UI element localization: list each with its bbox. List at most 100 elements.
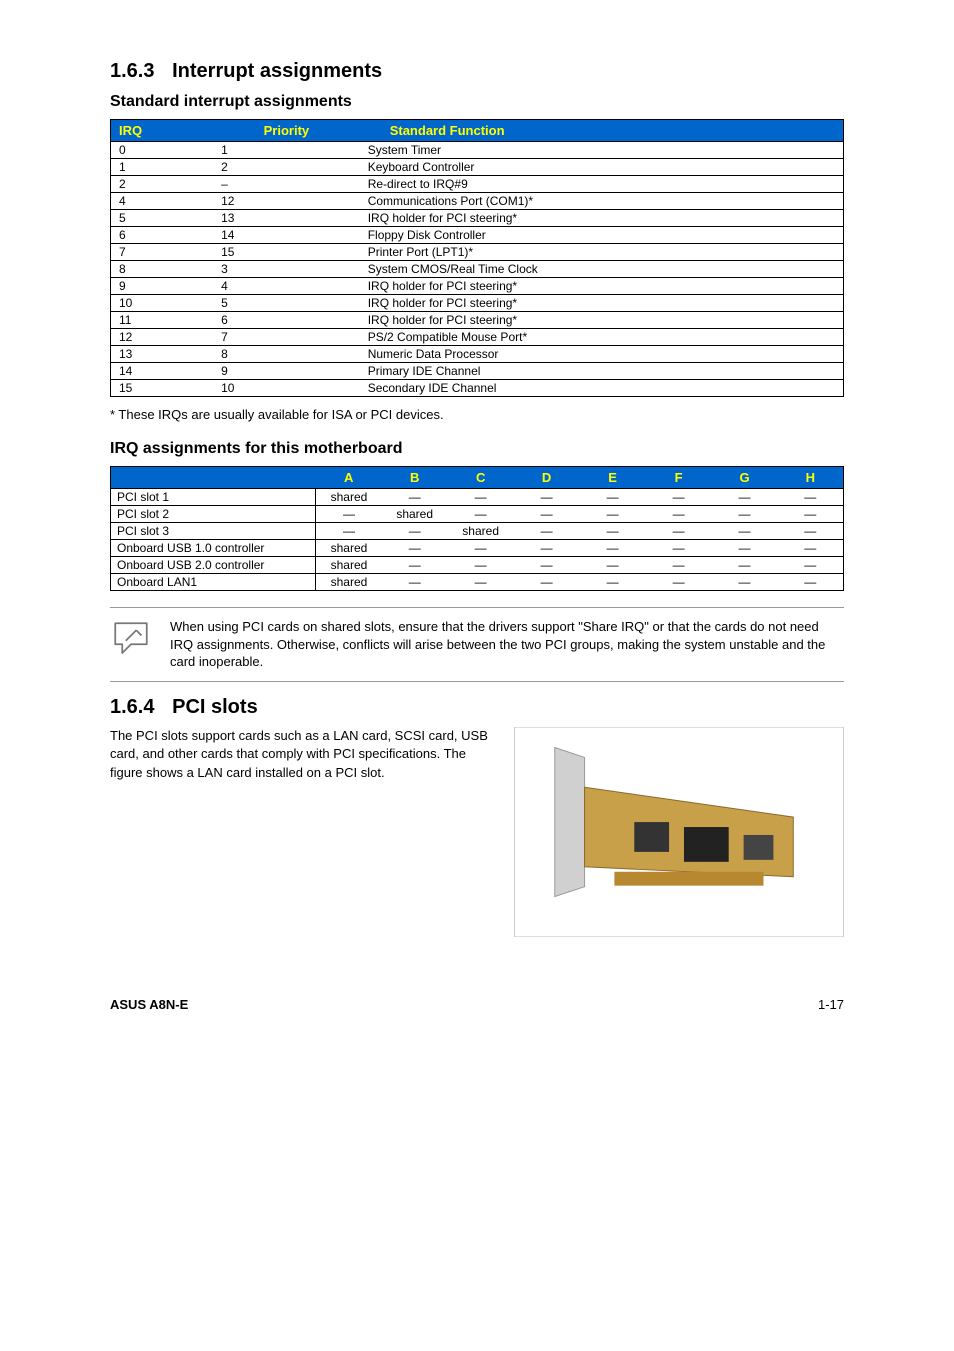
table-header-cell: G (712, 467, 778, 489)
table-cell: 4 (111, 193, 214, 210)
table-row: 83System CMOS/Real Time Clock (111, 261, 844, 278)
table-cell: — (448, 574, 514, 591)
table-row: 127PS/2 Compatible Mouse Port* (111, 329, 844, 346)
footer-page-num: 1-17 (818, 997, 844, 1012)
table-cell: — (778, 557, 844, 574)
table-cell: — (514, 523, 580, 540)
table-cell: 13 (111, 346, 214, 363)
table-cell: 1 (213, 142, 360, 159)
pci-section: The PCI slots support cards such as a LA… (110, 727, 844, 937)
table-row: Onboard USB 2.0 controllershared——————— (111, 557, 844, 574)
table-cell: 7 (111, 244, 214, 261)
table-cell: — (448, 540, 514, 557)
table-cell: — (712, 557, 778, 574)
table-header-cell: E (580, 467, 646, 489)
table-cell: — (646, 506, 712, 523)
table-cell: shared (316, 574, 382, 591)
table-cell: — (448, 506, 514, 523)
table-row: 513IRQ holder for PCI steering* (111, 210, 844, 227)
table-cell: shared (316, 489, 382, 506)
table-row: 138Numeric Data Processor (111, 346, 844, 363)
table-cell: — (316, 506, 382, 523)
table-cell: Onboard USB 2.0 controller (111, 557, 316, 574)
footer-product: ASUS A8N-E (110, 997, 188, 1012)
note-text: When using PCI cards on shared slots, en… (170, 618, 844, 671)
mb-irq-table: ABCDEFGH PCI slot 1shared———————PCI slot… (110, 466, 844, 591)
table-cell: — (382, 523, 448, 540)
table-cell: shared (382, 506, 448, 523)
table-cell: Numeric Data Processor (360, 346, 844, 363)
table-cell: — (382, 540, 448, 557)
table-cell: PCI slot 2 (111, 506, 316, 523)
irq-th-priority: Priority (213, 120, 360, 142)
table-cell: 12 (213, 193, 360, 210)
table-cell: shared (316, 540, 382, 557)
table-cell: — (712, 489, 778, 506)
table-row: 01System Timer (111, 142, 844, 159)
table-cell: 6 (111, 227, 214, 244)
table-cell: — (646, 523, 712, 540)
table-cell: — (778, 506, 844, 523)
table-row: PCI slot 1shared——————— (111, 489, 844, 506)
table-cell: Re-direct to IRQ#9 (360, 176, 844, 193)
table-cell: — (778, 540, 844, 557)
table-cell: — (646, 574, 712, 591)
table-cell: Secondary IDE Channel (360, 380, 844, 397)
table-cell: — (514, 557, 580, 574)
table-cell: — (448, 557, 514, 574)
table-cell: 10 (213, 380, 360, 397)
table-header-cell: D (514, 467, 580, 489)
table-cell: shared (316, 557, 382, 574)
table-cell: — (580, 489, 646, 506)
table-cell: Floppy Disk Controller (360, 227, 844, 244)
table-row: 2–Re-direct to IRQ#9 (111, 176, 844, 193)
table-row: 105IRQ holder for PCI steering* (111, 295, 844, 312)
pci-card-image (514, 727, 844, 937)
table-cell: 8 (111, 261, 214, 278)
table-row: 715Printer Port (LPT1)* (111, 244, 844, 261)
table-header-cell: A (316, 467, 382, 489)
subheading-standard-irq: Standard interrupt assignments (110, 93, 844, 111)
table-header-cell: H (778, 467, 844, 489)
table-row: 116IRQ holder for PCI steering* (111, 312, 844, 329)
table-cell: — (778, 489, 844, 506)
table-cell: 1 (111, 159, 214, 176)
table-header-cell: C (448, 467, 514, 489)
table-row: Onboard LAN1shared——————— (111, 574, 844, 591)
irq-th-func: Standard Function (360, 120, 844, 142)
table-cell: — (514, 506, 580, 523)
pci-body-text: The PCI slots support cards such as a LA… (110, 727, 494, 784)
table-cell: IRQ holder for PCI steering* (360, 312, 844, 329)
table-cell: — (514, 489, 580, 506)
table-cell: System CMOS/Real Time Clock (360, 261, 844, 278)
table-cell: shared (448, 523, 514, 540)
table-cell: — (778, 574, 844, 591)
table-cell: — (382, 489, 448, 506)
section-163-num: 1.6.3 (110, 60, 154, 83)
table-cell: — (778, 523, 844, 540)
table-header-cell (111, 467, 316, 489)
table-cell: 8 (213, 346, 360, 363)
table-cell: — (382, 574, 448, 591)
table-cell: 14 (213, 227, 360, 244)
irq-footnote: * These IRQs are usually available for I… (110, 407, 844, 422)
table-cell: — (646, 489, 712, 506)
table-cell: 11 (111, 312, 214, 329)
table-cell: — (316, 523, 382, 540)
table-cell: — (448, 489, 514, 506)
table-cell: — (646, 540, 712, 557)
section-163-title: Interrupt assignments (172, 60, 382, 83)
table-cell: 7 (213, 329, 360, 346)
table-cell: 14 (111, 363, 214, 380)
note-icon (110, 618, 152, 663)
table-cell: — (712, 540, 778, 557)
table-cell: 15 (213, 244, 360, 261)
table-cell: Onboard LAN1 (111, 574, 316, 591)
table-row: PCI slot 3——shared————— (111, 523, 844, 540)
table-cell: System Timer (360, 142, 844, 159)
table-cell: — (514, 540, 580, 557)
table-cell: — (514, 574, 580, 591)
table-header-cell: F (646, 467, 712, 489)
irq-th-irq: IRQ (111, 120, 214, 142)
table-row: 94IRQ holder for PCI steering* (111, 278, 844, 295)
